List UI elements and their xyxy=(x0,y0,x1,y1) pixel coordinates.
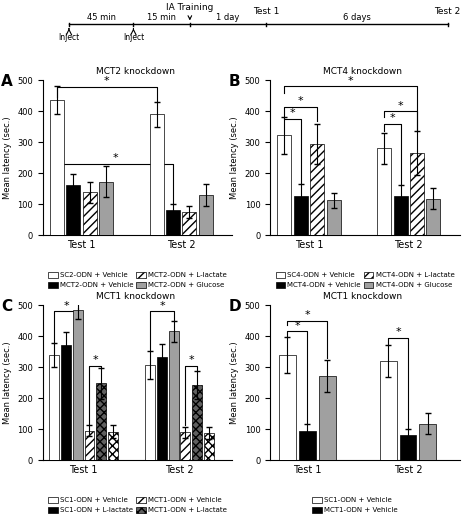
Bar xyxy=(181,432,191,460)
Text: *: * xyxy=(294,321,300,331)
Bar xyxy=(279,355,296,460)
Text: MCT1 knockdown: MCT1 knockdown xyxy=(96,292,174,301)
Bar xyxy=(199,195,213,235)
Text: *: * xyxy=(348,75,354,86)
Bar xyxy=(380,361,397,460)
Text: MCT4 knockdown: MCT4 knockdown xyxy=(323,67,402,76)
Text: 6 days: 6 days xyxy=(343,13,371,22)
Bar xyxy=(393,196,408,235)
Bar xyxy=(61,345,71,460)
Legend: SC1-ODN + Vehicle, SC1-ODN + L-lactate, SC1-ODN + Glucose, MCT1-ODN + Vehicle, M: SC1-ODN + Vehicle, SC1-ODN + L-lactate, … xyxy=(46,494,229,517)
Text: *: * xyxy=(395,327,401,337)
Text: 45 min: 45 min xyxy=(87,13,116,22)
Bar xyxy=(99,182,113,235)
Bar xyxy=(294,196,308,235)
Text: *: * xyxy=(159,300,165,311)
Y-axis label: Mean latency (sec.): Mean latency (sec.) xyxy=(2,341,11,424)
Bar xyxy=(73,310,83,460)
Text: C: C xyxy=(1,299,12,314)
Bar xyxy=(377,148,391,235)
Text: *: * xyxy=(92,355,98,365)
Bar xyxy=(83,192,97,235)
Bar xyxy=(204,433,214,460)
Text: IA Training: IA Training xyxy=(166,3,213,19)
Bar xyxy=(327,201,341,235)
Text: Test 2: Test 2 xyxy=(435,7,461,16)
Text: Test 1: Test 1 xyxy=(253,7,280,16)
Y-axis label: Mean latency (sec.): Mean latency (sec.) xyxy=(2,116,11,199)
Text: Inject: Inject xyxy=(58,33,80,42)
Text: *: * xyxy=(112,153,118,163)
Bar xyxy=(146,364,155,460)
Text: A: A xyxy=(1,74,13,89)
Text: MCT1 knockdown: MCT1 knockdown xyxy=(323,292,402,301)
Bar xyxy=(84,431,94,460)
Bar xyxy=(192,385,202,460)
Bar xyxy=(157,357,167,460)
Text: Inject: Inject xyxy=(123,33,144,42)
Legend: SC2-ODN + Vehicle, MCT2-ODN + Vehicle, MCT2-ODN + L-lactate, MCT2-ODN + Glucose: SC2-ODN + Vehicle, MCT2-ODN + Vehicle, M… xyxy=(46,269,229,291)
Bar xyxy=(319,376,336,460)
Text: D: D xyxy=(228,299,241,314)
Bar xyxy=(49,355,59,460)
Y-axis label: Mean latency (sec.): Mean latency (sec.) xyxy=(230,116,239,199)
Y-axis label: Mean latency (sec.): Mean latency (sec.) xyxy=(230,341,239,424)
Bar xyxy=(419,423,436,460)
Bar xyxy=(427,199,440,235)
Legend: SC4-ODN + Vehicle, MCT4-ODN + Vehicle, MCT4-ODN + L-lactate, MCT4-ODN + Glucose: SC4-ODN + Vehicle, MCT4-ODN + Vehicle, M… xyxy=(273,269,457,291)
Bar xyxy=(400,435,416,460)
Text: 1 day: 1 day xyxy=(217,13,240,22)
Bar xyxy=(150,114,164,235)
Text: *: * xyxy=(290,108,295,118)
Text: *: * xyxy=(189,355,194,365)
Bar xyxy=(50,100,64,235)
Bar xyxy=(182,212,196,235)
Legend: SC1-ODN + Vehicle, MCT1-ODN + Vehicle, MCT1-ODN + High glucose: SC1-ODN + Vehicle, MCT1-ODN + Vehicle, M… xyxy=(310,494,420,517)
Bar xyxy=(108,432,118,460)
Bar xyxy=(277,135,292,235)
Bar xyxy=(410,153,424,235)
Text: 15 min: 15 min xyxy=(147,13,176,22)
Bar xyxy=(169,331,179,460)
Bar xyxy=(66,185,80,235)
Text: *: * xyxy=(390,113,395,123)
Bar xyxy=(310,144,324,235)
Text: *: * xyxy=(398,100,403,111)
Text: *: * xyxy=(63,300,69,311)
Bar xyxy=(299,431,316,460)
Bar xyxy=(166,210,180,235)
Text: *: * xyxy=(298,96,304,106)
Text: *: * xyxy=(104,77,109,86)
Text: B: B xyxy=(228,74,240,89)
Text: *: * xyxy=(304,310,310,320)
Text: MCT2 knockdown: MCT2 knockdown xyxy=(96,67,174,76)
Bar xyxy=(96,383,106,460)
